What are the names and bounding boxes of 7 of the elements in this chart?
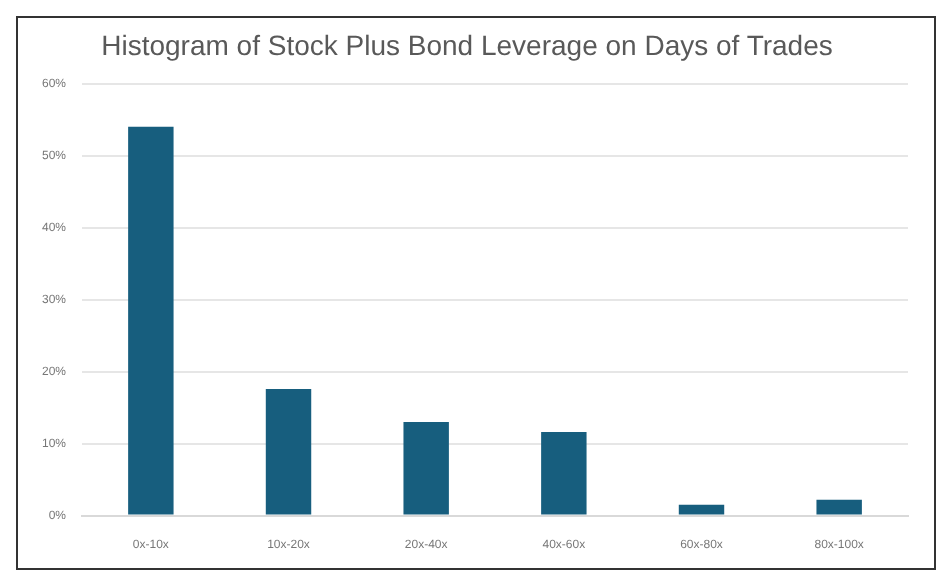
bar xyxy=(678,504,725,515)
bar xyxy=(541,432,587,515)
chart-title: Histogram of Stock Plus Bond Leverage on Days of Trades xyxy=(101,28,833,61)
bar xyxy=(265,388,312,515)
bar xyxy=(403,422,449,515)
bar xyxy=(816,499,862,515)
bar xyxy=(128,126,174,515)
